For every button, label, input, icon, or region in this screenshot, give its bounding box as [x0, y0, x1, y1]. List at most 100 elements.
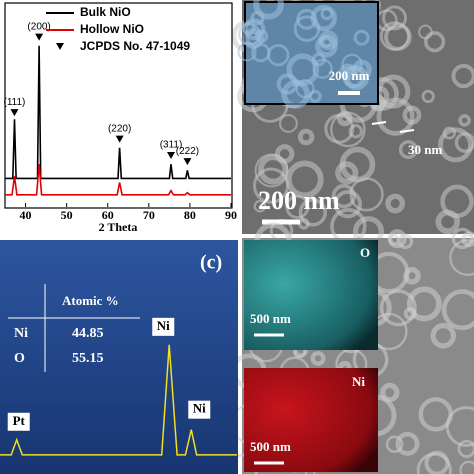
texture — [441, 289, 474, 331]
texture — [380, 382, 400, 403]
texture — [398, 140, 418, 160]
texture — [430, 323, 456, 349]
marker — [10, 109, 19, 117]
table-cell: O — [14, 351, 25, 366]
arrow — [371, 121, 387, 125]
point-label: (200) — [27, 21, 50, 32]
point-label: (222) — [176, 146, 199, 157]
x-tick-label: 80 — [184, 208, 196, 222]
peak-label-box — [7, 412, 30, 431]
texture — [310, 350, 326, 366]
texture — [376, 97, 415, 136]
eds-chart: Pt Ni Ni — [0, 317, 237, 456]
texture — [435, 209, 460, 235]
texture — [333, 189, 363, 219]
texture — [308, 89, 322, 104]
texture — [297, 128, 315, 146]
o-map — [244, 240, 378, 350]
marker — [35, 33, 44, 41]
texture — [253, 0, 284, 20]
table-cell: 55.15 — [72, 351, 104, 366]
series-line — [5, 45, 231, 180]
inset-texture — [237, 0, 372, 109]
texture — [402, 105, 422, 125]
arrow — [399, 129, 415, 133]
map-label: O — [360, 245, 370, 260]
table-cell: 44.85 — [72, 326, 104, 341]
texture — [254, 29, 269, 44]
x-tick-label: 60 — [102, 208, 114, 222]
table-cell: Ni — [14, 326, 28, 341]
texture — [458, 114, 471, 127]
peak-label-box — [188, 400, 211, 419]
x-axis-label: 2 Theta — [99, 220, 138, 234]
x-tick-label: 40 — [20, 208, 32, 222]
texture — [286, 53, 320, 87]
series-line — [0, 344, 237, 456]
legend-label: JCPDS No. 47-1049 — [80, 39, 190, 53]
peak-label-box — [152, 317, 175, 336]
x-tick-label: 70 — [143, 208, 155, 222]
peak-label: Ni — [193, 401, 206, 416]
legend-label: Bulk NiO — [80, 5, 131, 19]
marker — [183, 158, 192, 166]
texture — [243, 18, 266, 41]
table-header: Atomic % — [62, 293, 119, 308]
texture — [423, 31, 446, 53]
texture — [395, 431, 420, 456]
texture — [250, 10, 265, 26]
texture — [253, 199, 267, 213]
ni-map — [244, 368, 378, 472]
wall-text: 30 nm — [408, 142, 442, 157]
peak-label: Pt — [13, 413, 26, 428]
texture — [379, 289, 417, 327]
texture — [278, 114, 298, 133]
point-label: (220) — [108, 123, 131, 134]
texture — [331, 184, 356, 209]
point-label: (311) — [160, 140, 183, 151]
peak-label: Ni — [157, 318, 170, 333]
texture — [335, 161, 359, 185]
marker — [115, 135, 124, 143]
marker — [167, 152, 176, 159]
texture — [385, 435, 404, 454]
texture — [298, 198, 328, 227]
scale-text: 500 nm — [250, 439, 291, 454]
texture — [251, 43, 271, 63]
x-tick-label: 50 — [61, 208, 73, 222]
legend-label: Hollow NiO — [80, 22, 144, 36]
panel-label: (c) — [200, 252, 222, 274]
texture — [449, 239, 474, 276]
texture — [252, 167, 290, 204]
texture — [293, 15, 321, 42]
texture — [418, 397, 453, 432]
texture — [461, 231, 474, 248]
texture — [457, 439, 474, 458]
texture — [421, 89, 435, 104]
texture — [403, 267, 421, 285]
scale-text: 200 nm — [258, 186, 340, 215]
eds-background — [0, 240, 238, 474]
texture — [406, 286, 442, 322]
scale-text: 200 nm — [329, 68, 370, 83]
texture — [285, 160, 324, 199]
texture — [339, 146, 376, 183]
xrd-chart: 40 50 60 70 80 90 (111) (200) (220) (311)(222) Bul… — [4, 5, 237, 222]
legend-marker — [56, 43, 64, 50]
map-label: Ni — [352, 374, 365, 389]
texture — [330, 111, 366, 148]
texture — [451, 227, 474, 250]
texture — [438, 127, 473, 163]
texture — [348, 124, 363, 139]
texture — [387, 229, 407, 249]
texture — [276, 73, 298, 95]
texture — [382, 5, 407, 31]
scale-text: 500 nm — [250, 311, 291, 326]
texture — [380, 21, 410, 51]
point-label: (111) — [4, 97, 26, 108]
texture — [315, 34, 338, 58]
texture — [385, 193, 406, 214]
texture — [459, 460, 474, 474]
